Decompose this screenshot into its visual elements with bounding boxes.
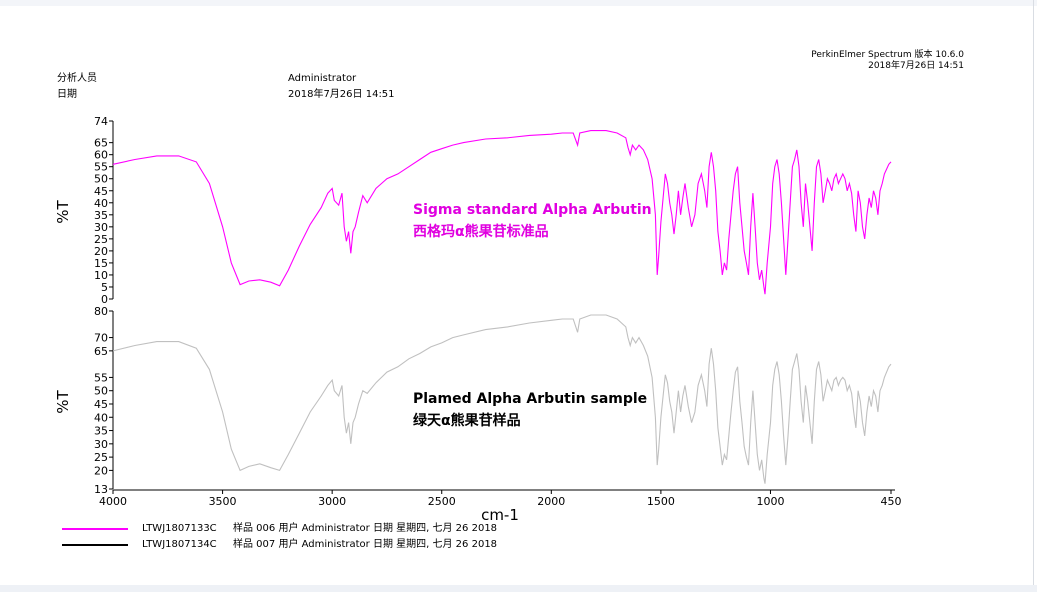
x-tick-label: 2000 (537, 495, 565, 508)
legend-id-sample-006: LTWJ1807133C (142, 523, 217, 534)
annotation-1-2: 西格玛α熊果苷标准品 (413, 223, 549, 240)
y-tick-label-2: 13 (94, 483, 108, 496)
x-axis-title: cm-1 (481, 506, 519, 524)
y-tick-label-1: 40 (94, 197, 108, 210)
y-tick-label-2: 35 (94, 425, 108, 438)
y-tick-label-2: 25 (94, 451, 108, 464)
legend-line-sample-007 (62, 544, 128, 546)
series-layer (112, 130, 892, 484)
analyst-value: Administrator (288, 73, 357, 84)
software-datetime: 2018年7月26日 14:51 (868, 61, 964, 71)
y-tick-label-2: 50 (94, 385, 108, 398)
y-tick-label-1: 35 (94, 209, 108, 222)
y-tick-label-2: 70 (94, 332, 108, 345)
y-tick-label-1: 65 (94, 137, 108, 150)
y-axis-title-1: %T (54, 199, 72, 223)
y-tick-label-2: 80 (94, 305, 108, 318)
y-tick-label-1: 74 (94, 115, 108, 128)
y-tick-label-1: 60 (94, 149, 108, 162)
software-name: PerkinElmer Spectrum 版本 10.6.0 (811, 50, 964, 60)
y-tick-label-1: 15 (94, 257, 108, 270)
date-value: 2018年7月26日 14:51 (288, 89, 395, 100)
y-tick-label-2: 30 (94, 438, 108, 451)
analyst-label: 分析人员 (57, 73, 97, 84)
y-tick-label-2: 65 (94, 345, 108, 358)
annotation-layer: Sigma standard Alpha Arbutin 西格玛α熊果苷标准品 Pl… (413, 202, 652, 429)
y-tick-label-1: 45 (94, 185, 108, 198)
legend-text-sample-007: 样品 007 用户 Administrator 日期 星期四, 七月 26 20… (233, 539, 498, 550)
y-tick-label-1: 20 (94, 245, 108, 258)
y-tick-label-1: 25 (94, 233, 108, 246)
x-tick-label: 2500 (428, 495, 456, 508)
y-tick-label-1: 30 (94, 221, 108, 234)
legend-line-sample-006 (62, 528, 128, 530)
y-tick-label-1: 55 (94, 161, 108, 174)
y-tick-label-1: 50 (94, 173, 108, 186)
axes-layer: 0510152025303540455055606574%T1320253035… (54, 115, 902, 524)
y-tick-label-2: 55 (94, 371, 108, 384)
window-right-edge (1033, 0, 1034, 592)
x-tick-label: 4000 (99, 495, 127, 508)
annotation-2-2: 绿天α熊果苷样品 (413, 412, 521, 429)
window-top-strip (0, 0, 1037, 6)
window-bottom-strip (0, 585, 1037, 592)
spectrum-line-1 (112, 130, 892, 295)
software-version: PerkinElmer Spectrum 版本 10.6.0 2018年7月26… (760, 50, 964, 72)
annotation-2-1: Plamed Alpha Arbutin sample (413, 391, 647, 407)
legend-id-sample-007: LTWJ1807134C (142, 539, 217, 550)
y-tick-label-1: 5 (101, 281, 108, 294)
x-tick-label: 450 (881, 495, 902, 508)
date-label: 日期 (57, 89, 77, 100)
y-tick-label-1: 10 (94, 269, 108, 282)
x-tick-label: 3000 (318, 495, 346, 508)
y-tick-label-1: 0 (101, 293, 108, 306)
y-tick-label-2: 45 (94, 398, 108, 411)
x-tick-label: 1000 (756, 495, 784, 508)
y-axis-title-2: %T (54, 389, 72, 413)
x-tick-label: 3500 (209, 495, 237, 508)
x-tick-label: 1500 (647, 495, 675, 508)
y-tick-label-2: 40 (94, 411, 108, 424)
annotation-1-1: Sigma standard Alpha Arbutin (413, 202, 652, 218)
spectrum-line-2 (112, 314, 892, 484)
y-tick-label-2: 20 (94, 464, 108, 477)
legend-text-sample-006: 样品 006 用户 Administrator 日期 星期四, 七月 26 20… (233, 523, 498, 534)
